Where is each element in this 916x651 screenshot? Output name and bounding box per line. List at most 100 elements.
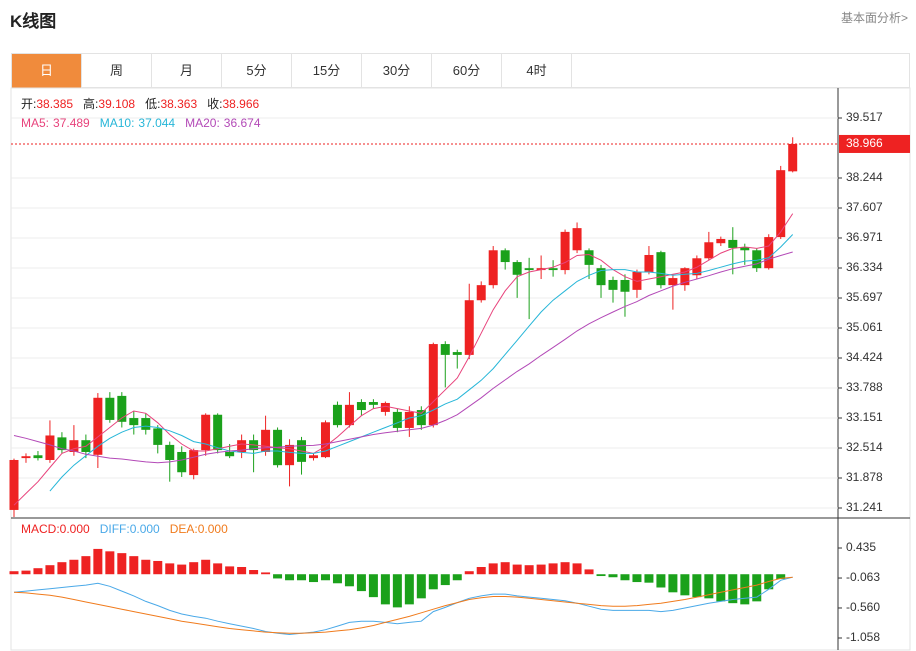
macd-bar — [740, 574, 750, 605]
y-tick-label: 36.334 — [846, 260, 883, 274]
candle-body — [332, 404, 342, 426]
candle-body — [752, 250, 762, 269]
macd-bar — [344, 574, 354, 587]
fundamental-link[interactable]: 基本面分析> — [840, 11, 908, 25]
info-label: 低: — [145, 97, 160, 111]
tab[interactable]: 4时 — [502, 54, 572, 88]
candle-body — [608, 279, 618, 290]
candle-body — [9, 459, 19, 510]
macd-bar — [285, 574, 295, 581]
tab[interactable]: 30分 — [362, 54, 432, 88]
macd-bar — [105, 551, 115, 575]
macd-bar — [368, 574, 378, 598]
macd-bar — [416, 574, 426, 599]
series-line — [13, 213, 794, 506]
legend-name: MA5: — [21, 116, 49, 130]
chart-frame — [10, 87, 911, 651]
candle-body — [344, 404, 354, 426]
y-tick-label: 31.878 — [846, 470, 883, 484]
legend-value: 0.000 — [198, 522, 228, 536]
legend-value: 37.489 — [53, 116, 90, 130]
tab[interactable]: 15分 — [292, 54, 362, 88]
macd-bar — [213, 563, 223, 575]
y-tick-label: 34.424 — [846, 350, 883, 364]
macd-bar — [440, 574, 450, 586]
macd-bar — [452, 574, 462, 581]
macd-bar — [584, 569, 594, 575]
candle-body — [644, 254, 654, 272]
legend-name: MACD: — [21, 522, 60, 536]
candle-body — [560, 231, 570, 271]
macd-bar — [9, 571, 19, 575]
macd-bar — [488, 563, 498, 575]
macd-bar — [536, 564, 546, 575]
series-line — [49, 234, 794, 492]
candle-body — [476, 285, 486, 301]
candle-body — [165, 444, 175, 460]
candle-body — [548, 268, 558, 271]
candle-body — [213, 414, 223, 451]
legend-value: 37.044 — [138, 116, 175, 130]
macd-bar — [380, 574, 390, 605]
candle-body — [392, 411, 402, 428]
y-tick-label: 35.061 — [846, 320, 883, 334]
candle-body — [728, 239, 738, 248]
tab[interactable]: 日 — [12, 54, 82, 88]
macd-bar — [189, 562, 199, 575]
macd-bar — [572, 563, 582, 575]
y-tick-label: 32.514 — [846, 440, 883, 454]
info-label: 高: — [83, 96, 98, 111]
candle-body — [776, 170, 786, 238]
candle-body — [356, 402, 366, 411]
macd-bar — [728, 574, 738, 604]
candle-body — [464, 300, 474, 355]
candle-body — [452, 352, 462, 355]
tab[interactable]: 周 — [82, 54, 152, 88]
legend-value: 0.000 — [130, 522, 160, 536]
macd-bar — [129, 556, 139, 575]
tab[interactable]: 月 — [152, 54, 222, 88]
macd-bar — [716, 574, 726, 602]
candle-body — [572, 228, 582, 251]
y-tick-label: 36.971 — [846, 230, 883, 244]
ma-legend: MA5: 37.489 MA10: 37.044 MA20: 36.674 — [21, 116, 261, 130]
macd-bar — [548, 563, 558, 575]
info-value: 38.966 — [222, 97, 259, 111]
candle-body — [740, 246, 750, 251]
candle-body — [261, 429, 271, 452]
candle-body — [524, 268, 534, 271]
tab[interactable]: 5分 — [222, 54, 292, 88]
info-label: 开: — [21, 97, 36, 111]
macd-bar — [237, 566, 247, 575]
candle-body — [596, 268, 606, 286]
macd-bar — [560, 562, 570, 575]
y-tick-label: 39.517 — [846, 110, 883, 124]
last-price-box — [839, 134, 910, 153]
macd-bar — [692, 574, 702, 598]
y-tick-label: 37.607 — [846, 200, 883, 214]
tab[interactable]: 60分 — [432, 54, 502, 88]
candle-body — [141, 418, 151, 430]
macd-bar — [356, 574, 366, 592]
y-tick-label: -0.063 — [846, 570, 880, 584]
macd-bar — [69, 559, 79, 575]
macd-bar — [225, 566, 235, 575]
title: K线图 — [10, 12, 57, 31]
ohlc-info: 开:38.385 高:39.108 低:38.363 收:38.966 — [21, 96, 260, 111]
macd-bar — [392, 574, 402, 608]
candle-body — [764, 237, 774, 269]
candle-body — [117, 395, 127, 422]
candle-body — [440, 344, 450, 355]
macd-bar — [249, 570, 259, 575]
candle-body — [416, 410, 426, 426]
candle-body — [201, 414, 211, 451]
macd-bar — [165, 563, 175, 575]
macd-bar — [332, 574, 342, 584]
candle-body — [189, 450, 199, 476]
series-line — [13, 251, 793, 464]
macd-bar — [476, 566, 486, 575]
info-value: 38.385 — [36, 97, 73, 111]
y-tick-label: 33.788 — [846, 380, 883, 394]
macd-bar — [57, 562, 67, 575]
